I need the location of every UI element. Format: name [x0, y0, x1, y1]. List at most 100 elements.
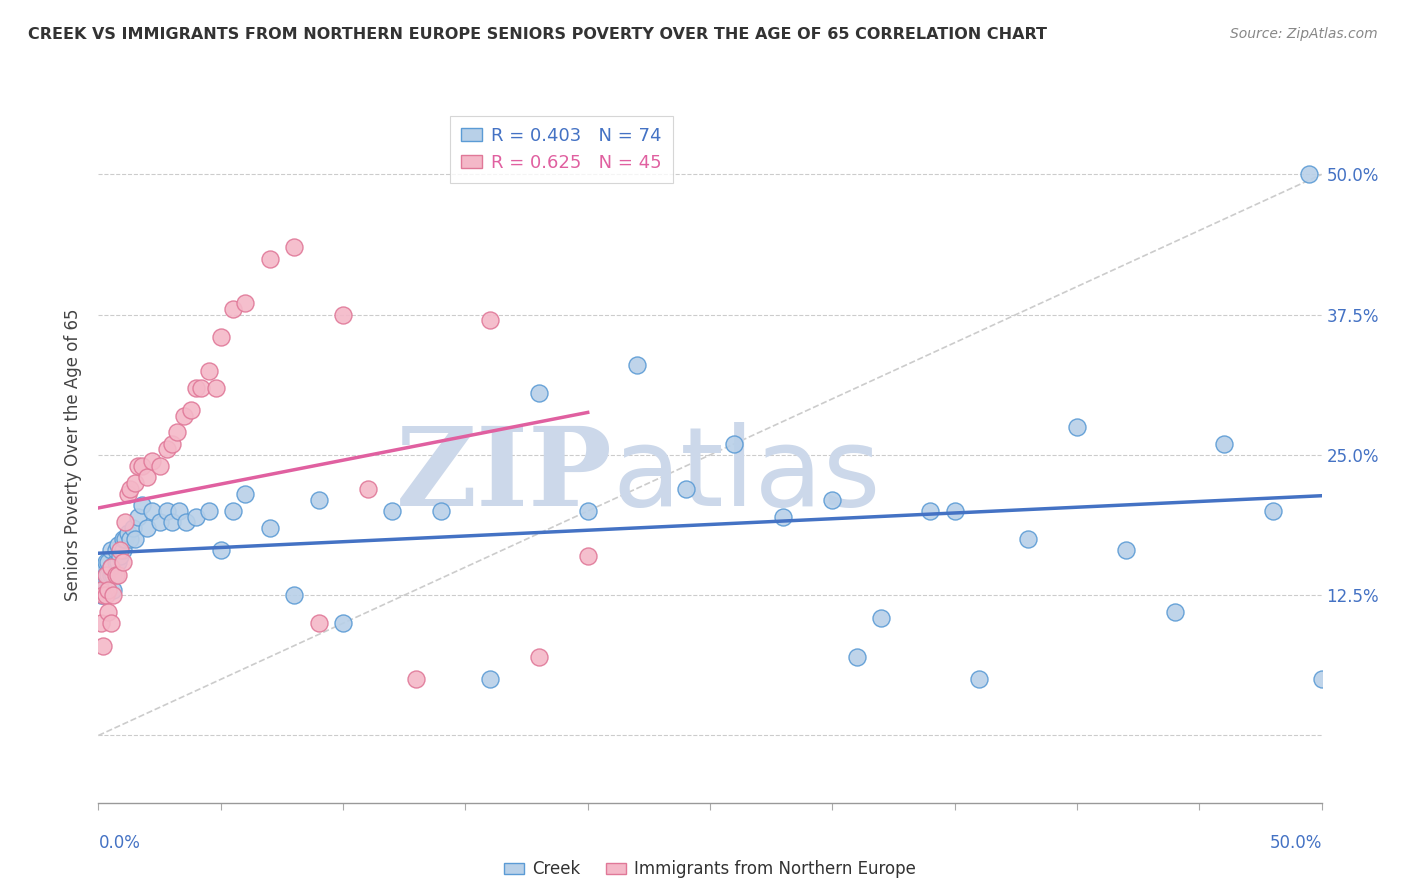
- Point: [91, 568, 114, 582]
- Point: [209, 330, 232, 344]
- Point: [90, 568, 112, 582]
- Point: [205, 381, 228, 395]
- Point: [197, 364, 219, 378]
- Point: [141, 504, 163, 518]
- Point: [94, 588, 117, 602]
- Point: [117, 526, 139, 541]
- Point: [110, 549, 132, 563]
- Point: [124, 532, 146, 546]
- Point: [943, 504, 966, 518]
- Point: [233, 487, 256, 501]
- Point: [91, 639, 114, 653]
- Point: [527, 649, 550, 664]
- Point: [104, 568, 127, 582]
- Text: ZIP: ZIP: [395, 422, 612, 529]
- Point: [131, 459, 153, 474]
- Point: [100, 560, 122, 574]
- Point: [772, 509, 794, 524]
- Point: [136, 521, 159, 535]
- Point: [1115, 543, 1137, 558]
- Point: [94, 582, 117, 597]
- Point: [90, 616, 112, 631]
- Point: [478, 673, 501, 687]
- Point: [156, 442, 179, 457]
- Point: [94, 568, 117, 582]
- Point: [1261, 504, 1284, 518]
- Point: [308, 616, 330, 631]
- Point: [101, 588, 124, 602]
- Point: [91, 568, 114, 582]
- Text: atlas: atlas: [612, 422, 880, 529]
- Point: [1298, 167, 1320, 181]
- Point: [97, 582, 120, 597]
- Point: [167, 504, 190, 518]
- Point: [160, 436, 183, 450]
- Point: [259, 252, 281, 266]
- Point: [675, 482, 697, 496]
- Point: [527, 386, 550, 401]
- Point: [101, 582, 124, 597]
- Point: [104, 555, 127, 569]
- Point: [107, 555, 129, 569]
- Point: [233, 296, 256, 310]
- Point: [197, 504, 219, 518]
- Point: [114, 532, 136, 546]
- Point: [100, 543, 122, 558]
- Point: [166, 425, 188, 440]
- Point: [104, 543, 127, 558]
- Text: Source: ZipAtlas.com: Source: ZipAtlas.com: [1230, 27, 1378, 41]
- Point: [121, 521, 143, 535]
- Point: [967, 673, 990, 687]
- Point: [90, 582, 112, 597]
- Point: [149, 459, 172, 474]
- Point: [131, 499, 153, 513]
- Point: [283, 240, 305, 254]
- Point: [626, 358, 648, 372]
- Point: [308, 492, 330, 507]
- Point: [97, 605, 120, 619]
- Text: CREEK VS IMMIGRANTS FROM NORTHERN EUROPE SENIORS POVERTY OVER THE AGE OF 65 CORR: CREEK VS IMMIGRANTS FROM NORTHERN EUROPE…: [28, 27, 1047, 42]
- Point: [1017, 532, 1039, 546]
- Point: [124, 475, 146, 490]
- Point: [107, 568, 129, 582]
- Point: [127, 509, 149, 524]
- Point: [576, 549, 599, 563]
- Point: [97, 555, 120, 569]
- Point: [821, 492, 844, 507]
- Point: [209, 543, 232, 558]
- Point: [156, 504, 179, 518]
- Point: [94, 568, 117, 582]
- Point: [1164, 605, 1187, 619]
- Text: 50.0%: 50.0%: [1270, 834, 1322, 852]
- Point: [332, 616, 354, 631]
- Point: [91, 582, 114, 597]
- Point: [160, 515, 183, 529]
- Point: [117, 487, 139, 501]
- Point: [1310, 673, 1333, 687]
- Point: [222, 504, 245, 518]
- Point: [920, 504, 942, 518]
- Point: [141, 453, 163, 467]
- Point: [173, 409, 195, 423]
- Point: [100, 568, 122, 582]
- Point: [356, 482, 378, 496]
- Point: [91, 588, 114, 602]
- Point: [1212, 436, 1234, 450]
- Point: [111, 532, 134, 546]
- Point: [381, 504, 404, 518]
- Point: [97, 568, 120, 582]
- Point: [90, 588, 112, 602]
- Point: [97, 582, 120, 597]
- Point: [405, 673, 427, 687]
- Point: [111, 555, 134, 569]
- Point: [478, 313, 501, 327]
- Point: [149, 515, 172, 529]
- Point: [90, 582, 112, 597]
- Point: [176, 515, 198, 529]
- Point: [94, 555, 117, 569]
- Point: [576, 504, 599, 518]
- Point: [845, 649, 868, 664]
- Point: [111, 543, 134, 558]
- Point: [136, 470, 159, 484]
- Point: [190, 381, 212, 395]
